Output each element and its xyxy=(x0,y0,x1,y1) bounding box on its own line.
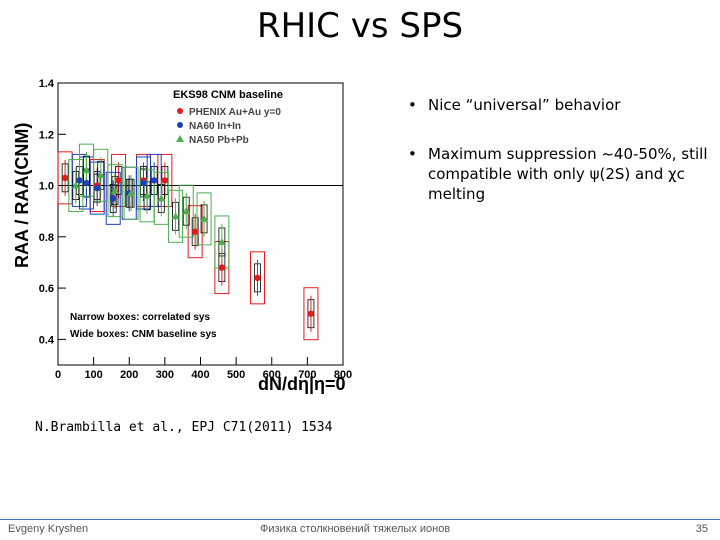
legend-label: PHENIX Au+Au y=0 xyxy=(189,107,281,118)
y-tick-label: 1.0 xyxy=(39,181,54,193)
x-tick-label: 600 xyxy=(263,369,281,381)
data-point xyxy=(71,181,80,189)
x-tick-label: 700 xyxy=(298,369,316,381)
footer-course: Физика столкновений тяжелых ионов xyxy=(260,523,451,535)
data-point xyxy=(111,186,119,194)
data-point xyxy=(191,228,199,235)
data-point xyxy=(76,177,83,184)
x-tick-label: 100 xyxy=(84,369,102,381)
bullet-text: Nice “universal” behavior xyxy=(428,96,621,114)
y-axis-label: RAA / RAA(CNM) xyxy=(12,123,32,268)
x-tick-label: 300 xyxy=(156,369,174,381)
data-point xyxy=(182,207,191,215)
wide-sys-box xyxy=(178,184,194,238)
wide-sys-box xyxy=(303,287,319,341)
data-point xyxy=(82,166,91,174)
bullet-text: Maximum suppression ~40-50%, still compa… xyxy=(428,145,708,203)
y-tick-label: 1.2 xyxy=(39,129,54,141)
bullet-list: • Nice “universal” behavior • Maximum su… xyxy=(408,95,718,233)
data-point xyxy=(110,195,117,202)
wide-sys-box xyxy=(187,205,203,259)
data-point xyxy=(171,212,180,220)
slide-title: RHIC vs SPS xyxy=(256,6,464,46)
data-point xyxy=(61,174,69,182)
wide-sys-box xyxy=(111,153,127,207)
wide-sys-box xyxy=(107,164,123,218)
data-point xyxy=(200,214,209,222)
legend-marker xyxy=(176,135,184,142)
x-tick-label: 0 xyxy=(55,369,61,381)
legend-marker xyxy=(177,122,183,128)
data-point xyxy=(157,194,166,202)
data-point xyxy=(140,179,147,187)
footer-author: Evgeny Kryshen xyxy=(8,523,89,535)
chart-note: Narrow boxes: correlated sys xyxy=(70,312,210,323)
bullet-item: • Nice “universal” behavior xyxy=(408,95,718,115)
data-point xyxy=(161,177,169,184)
data-point xyxy=(143,191,152,199)
data-point xyxy=(127,189,136,197)
data-point xyxy=(150,177,158,184)
y-tick-label: 0.6 xyxy=(39,283,54,295)
bullet-marker: • xyxy=(408,145,417,163)
legend-label: NA60 In+In xyxy=(189,121,241,132)
data-point xyxy=(254,274,261,282)
x-tick-label: 400 xyxy=(191,369,209,381)
legend-marker xyxy=(177,108,183,114)
page-number: 35 xyxy=(695,523,708,535)
x-tick-label: 200 xyxy=(120,369,138,381)
x-axis-label: dN/dη|η=0 xyxy=(258,374,346,394)
x-axis: 0 100 200 300 400 500 600 700 800 xyxy=(55,357,352,381)
data-point xyxy=(307,310,315,317)
legend-title: EKS98 CNM baseline xyxy=(173,89,283,101)
data-point xyxy=(83,179,90,187)
wide-sys-box xyxy=(196,192,212,246)
data-points xyxy=(61,166,315,317)
bullet-item: • Maximum suppression ~40-50%, still com… xyxy=(408,144,718,204)
y-tick-label: 1.4 xyxy=(39,78,55,90)
wide-sys-box xyxy=(123,166,139,220)
y-tick-label: 0.4 xyxy=(39,334,55,346)
plot-frame xyxy=(57,82,344,366)
chart-notes: Narrow boxes: correlated sys Wide boxes: … xyxy=(70,312,217,340)
wide-sys-box xyxy=(68,159,84,213)
legend-label: NA50 Pb+Pb xyxy=(189,135,249,146)
x-tick-label: 800 xyxy=(334,369,352,381)
wide-sys-box xyxy=(157,153,173,207)
data-point xyxy=(96,171,105,179)
data-point xyxy=(93,184,101,192)
wide-sys-box xyxy=(136,156,151,210)
citation: N.Brambilla et al., EPJ C71(2011) 1534 xyxy=(35,420,333,435)
y-tick-label: 0.8 xyxy=(39,232,54,244)
wide-sys-box xyxy=(105,171,121,225)
footer-divider xyxy=(0,519,720,520)
wide-sys-box xyxy=(89,161,105,215)
bullet-marker: • xyxy=(408,96,417,114)
wide-sys-box xyxy=(250,251,265,305)
data-point xyxy=(217,237,226,245)
data-point xyxy=(115,177,122,184)
legend: PHENIX Au+Au y=0 NA60 In+In NA50 Pb+Pb xyxy=(176,107,281,146)
raa-chart: 0.4 0.6 0.8 1.0 1.2 1.4 0 100 200 300 400 500 600 70… xyxy=(12,78,352,394)
data-point xyxy=(218,264,226,271)
wide-sys-box xyxy=(168,189,184,243)
chart-note: Wide boxes: CNM baseline sys xyxy=(70,329,217,340)
x-tick-label: 500 xyxy=(227,369,245,381)
